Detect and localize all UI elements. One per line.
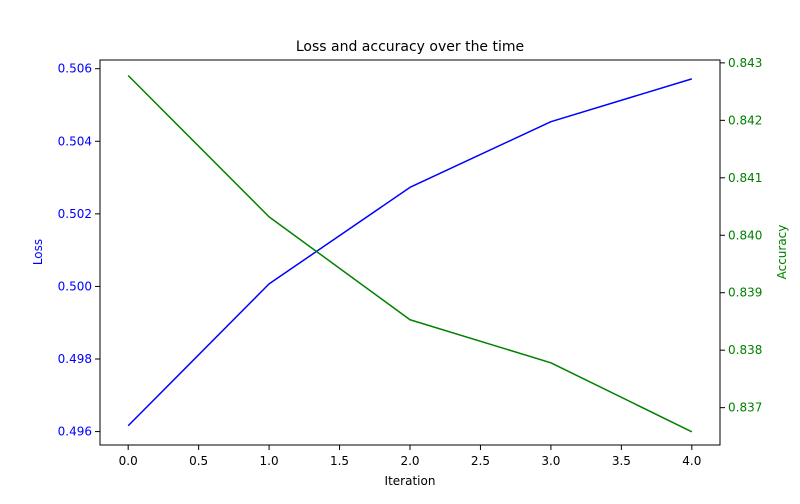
- left-y-axis-label: Loss: [31, 239, 45, 265]
- loss-series-line: [127, 78, 693, 427]
- x-axis-label: Iteration: [385, 474, 436, 488]
- x-tick-label: 1.5: [330, 454, 349, 468]
- accuracy-series-line: [127, 74, 693, 433]
- plot-area-background: [100, 60, 720, 445]
- x-tick-label: 0.5: [189, 454, 208, 468]
- left-y-tick-label: 0.500: [58, 279, 92, 293]
- right-y-tick-label: 0.839: [728, 286, 762, 300]
- left-y-axis-ticks: 0.496 0.498 0.500 0.502 0.504 0.506: [58, 62, 100, 439]
- left-y-tick-label: 0.506: [58, 62, 92, 76]
- x-tick-label: 3.5: [612, 454, 631, 468]
- left-y-tick-label: 0.502: [58, 207, 92, 221]
- right-y-axis-label: Accuracy: [775, 225, 789, 280]
- chart-title: Loss and accuracy over the time: [296, 39, 524, 55]
- x-tick-label: 2.0: [400, 454, 419, 468]
- right-y-tick-label: 0.840: [728, 228, 762, 242]
- plot-frame: [99, 59, 721, 446]
- x-tick-label: 3.0: [541, 454, 560, 468]
- right-y-tick-label: 0.837: [728, 401, 762, 415]
- x-axis-ticks: 0.0 0.5 1.0 1.5 2.0 2.5 3.0 3.5 4.0: [119, 445, 701, 468]
- left-y-tick-label: 0.498: [58, 352, 92, 366]
- x-tick-label: 1.0: [260, 454, 279, 468]
- right-y-tick-label: 0.843: [728, 56, 762, 70]
- left-y-tick-label: 0.496: [58, 425, 92, 439]
- x-tick-label: 0.0: [119, 454, 138, 468]
- right-y-tick-label: 0.842: [728, 113, 762, 127]
- x-tick-label: 2.5: [471, 454, 490, 468]
- x-tick-label: 4.0: [682, 454, 701, 468]
- right-y-tick-label: 0.841: [728, 171, 762, 185]
- right-y-tick-label: 0.838: [728, 343, 762, 357]
- series-lines: [127, 74, 693, 433]
- left-y-tick-label: 0.504: [58, 134, 92, 148]
- right-y-axis-ticks: 0.837 0.838 0.839 0.840 0.841 0.842 0.843: [720, 56, 762, 415]
